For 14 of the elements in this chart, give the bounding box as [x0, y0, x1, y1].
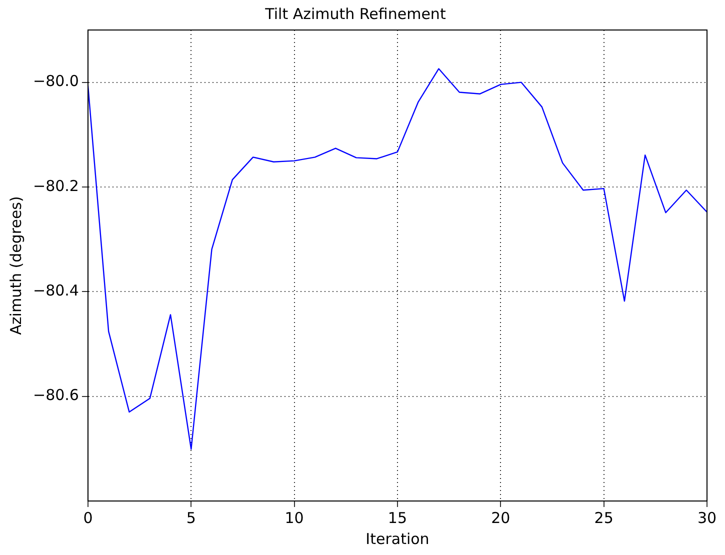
- y-tick-label: −80.0: [33, 72, 79, 90]
- x-tick-label: 15: [388, 508, 408, 527]
- y-tick-label: −80.4: [33, 282, 79, 300]
- x-tick-label: 5: [186, 508, 196, 527]
- x-tick-label: 20: [491, 508, 510, 527]
- x-tick-label: 25: [594, 508, 614, 527]
- x-tick-label: 0: [83, 508, 93, 527]
- x-tick-label: 30: [697, 508, 717, 527]
- x-axis-title: Iteration: [366, 530, 430, 548]
- x-tick-label: 10: [284, 508, 304, 527]
- y-tick-label: −80.2: [33, 176, 79, 195]
- y-tick-label: −80.6: [33, 386, 79, 404]
- chart-title: Tilt Azimuth Refinement: [264, 4, 446, 23]
- y-axis-title: Azimuth (degrees): [6, 196, 25, 335]
